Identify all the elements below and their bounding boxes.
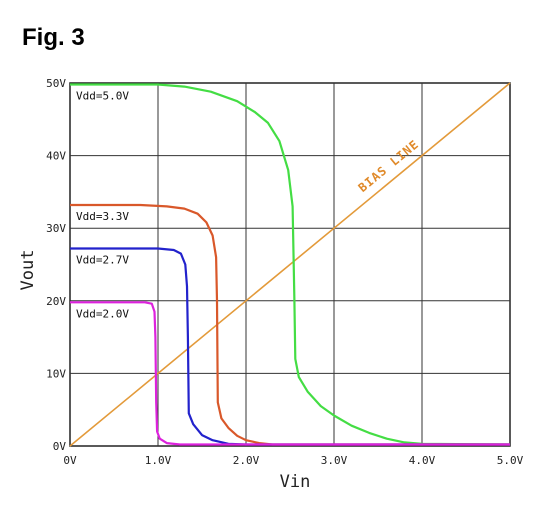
x-axis-label: Vin [280, 472, 311, 492]
x-tick-label: 5.0V [497, 454, 524, 467]
tick-labels: 0V 1.0V 2.0V 3.0V 4.0V 5.0V 0V 10V 20V 30V 40V 50V [46, 77, 523, 467]
series-label: Vdd=2.7V [76, 254, 129, 267]
series-label: Vdd=3.3V [76, 210, 129, 223]
series-group [70, 83, 511, 446]
y-tick-label: 10V [46, 367, 66, 380]
x-tick-label: 3.0V [321, 454, 348, 467]
x-tick-label: 1.0V [145, 454, 172, 467]
x-tick-label: 0V [63, 454, 77, 467]
series-line [70, 203, 510, 446]
figure-label: Fig. 3 [22, 24, 85, 51]
series-label-bg [73, 306, 143, 321]
series-line [70, 83, 511, 446]
x-tick-label: 4.0V [409, 454, 436, 467]
series-label: Vdd=5.0V [76, 89, 129, 102]
series-label-bg [73, 252, 143, 267]
bias-line [69, 82, 511, 447]
y-tick-label: 30V [46, 222, 66, 235]
y-tick-label: 40V [46, 150, 66, 163]
grid-lines [70, 83, 510, 446]
y-tick-label: 20V [46, 295, 66, 308]
series-line [70, 301, 510, 446]
series-label: Vdd=2.0V [76, 307, 129, 320]
y-axis-label: Vout [18, 250, 38, 291]
x-tick-label: 2.0V [233, 454, 260, 467]
series-label-bg [73, 208, 143, 223]
y-tick-label: 0V [53, 440, 67, 453]
series-line [70, 247, 510, 446]
series-labels: Vdd=5.0V Vdd=3.3V Vdd=2.7V Vdd=2.0V [73, 88, 143, 321]
y-tick-label: 50V [46, 77, 66, 90]
series-label-bg [73, 88, 143, 103]
